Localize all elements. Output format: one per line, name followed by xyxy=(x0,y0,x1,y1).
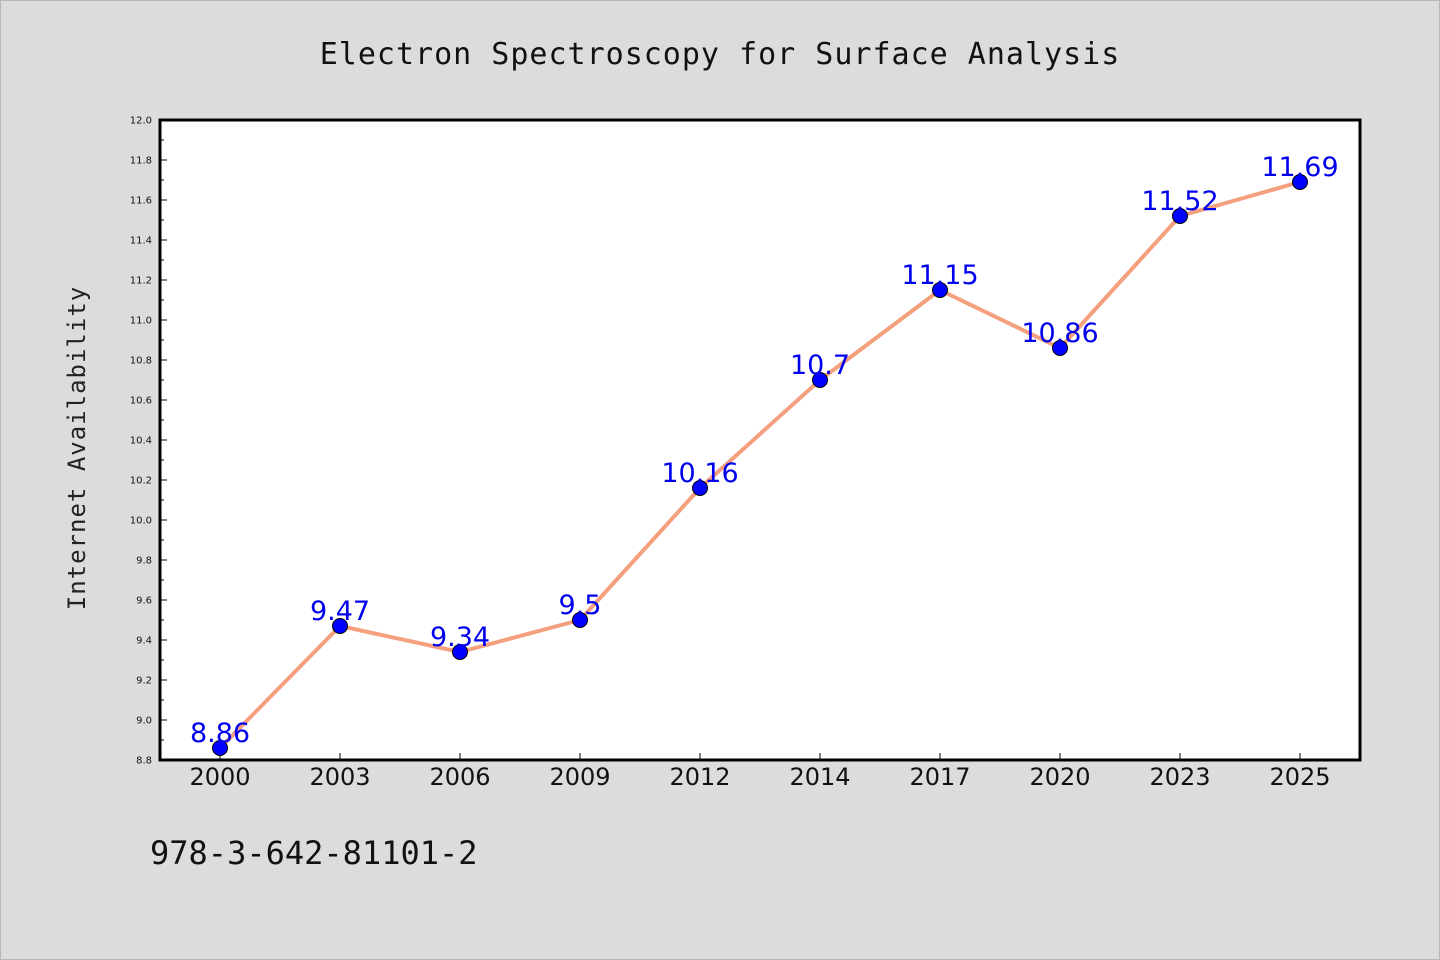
x-tick-label: 2014 xyxy=(789,763,850,791)
data-point xyxy=(452,644,468,660)
data-point xyxy=(932,282,948,298)
x-tick-label: 2006 xyxy=(429,763,490,791)
data-point xyxy=(1172,208,1188,224)
plot-area xyxy=(160,120,1360,760)
data-label: 8.86 xyxy=(190,718,250,749)
y-axis-label: Internet Availability xyxy=(63,286,91,610)
y-tick-label: 11.0 xyxy=(130,316,152,327)
y-tick-label: 11.2 xyxy=(130,276,152,287)
y-tick-label: 11.8 xyxy=(130,156,152,167)
y-tick-label: 9.4 xyxy=(136,636,152,647)
data-point xyxy=(1292,174,1308,190)
data-point xyxy=(572,612,588,628)
data-label: 9.34 xyxy=(430,622,490,653)
data-label: 9.5 xyxy=(559,590,602,621)
x-tick-label: 2009 xyxy=(549,763,610,791)
x-tick-label: 2017 xyxy=(909,763,970,791)
isbn-footer: 978-3-642-81101-2 xyxy=(150,834,478,872)
y-tick-label: 9.8 xyxy=(136,556,152,567)
y-tick-label: 10.8 xyxy=(130,356,152,367)
y-tick-label: 9.0 xyxy=(136,716,152,727)
x-tick-label: 2000 xyxy=(189,763,250,791)
data-label: 10.7 xyxy=(790,350,850,381)
data-label: 11.15 xyxy=(901,260,978,291)
y-tick-label: 10.0 xyxy=(130,516,152,527)
data-label: 10.16 xyxy=(661,458,738,489)
data-point xyxy=(332,618,348,634)
y-tick-label: 10.6 xyxy=(130,396,152,407)
x-tick-label: 2023 xyxy=(1149,763,1210,791)
y-tick-label: 11.6 xyxy=(130,196,152,207)
y-tick-label: 11.4 xyxy=(130,236,152,247)
y-tick-label: 10.2 xyxy=(130,476,152,487)
data-point xyxy=(812,372,828,388)
y-tick-label: 12.0 xyxy=(130,116,152,127)
data-point xyxy=(1052,340,1068,356)
series-layer xyxy=(212,174,1308,756)
x-tick-label: 2020 xyxy=(1029,763,1090,791)
data-label: 11.69 xyxy=(1261,152,1338,183)
x-tick-label: 2025 xyxy=(1269,763,1330,791)
chart-title: Electron Spectroscopy for Surface Analys… xyxy=(320,37,1121,72)
plot-border xyxy=(158,118,1362,762)
data-point xyxy=(212,740,228,756)
data-label: 9.47 xyxy=(310,596,370,627)
data-label: 11.52 xyxy=(1141,186,1218,217)
data-label: 10.86 xyxy=(1021,318,1098,349)
series-line xyxy=(218,180,1302,750)
axis-layer: 8.8 9.0 9.2 9.4 9.6 9.8 10.0 10.2 10.4 10.6 10.8 11… xyxy=(130,116,1331,792)
y-tick-label: 8.8 xyxy=(136,756,152,767)
y-tick-label: 10.4 xyxy=(130,436,152,447)
data-point xyxy=(692,480,708,496)
data-label-layer: 8.86 9.47 9.34 9.5 10.16 10.7 11.15 10.86 11.52 1… xyxy=(190,152,1339,749)
y-tick-label: 9.2 xyxy=(136,676,152,687)
x-tick-label: 2003 xyxy=(309,763,370,791)
y-tick-label: 9.6 xyxy=(136,596,152,607)
x-tick-label: 2012 xyxy=(669,763,730,791)
